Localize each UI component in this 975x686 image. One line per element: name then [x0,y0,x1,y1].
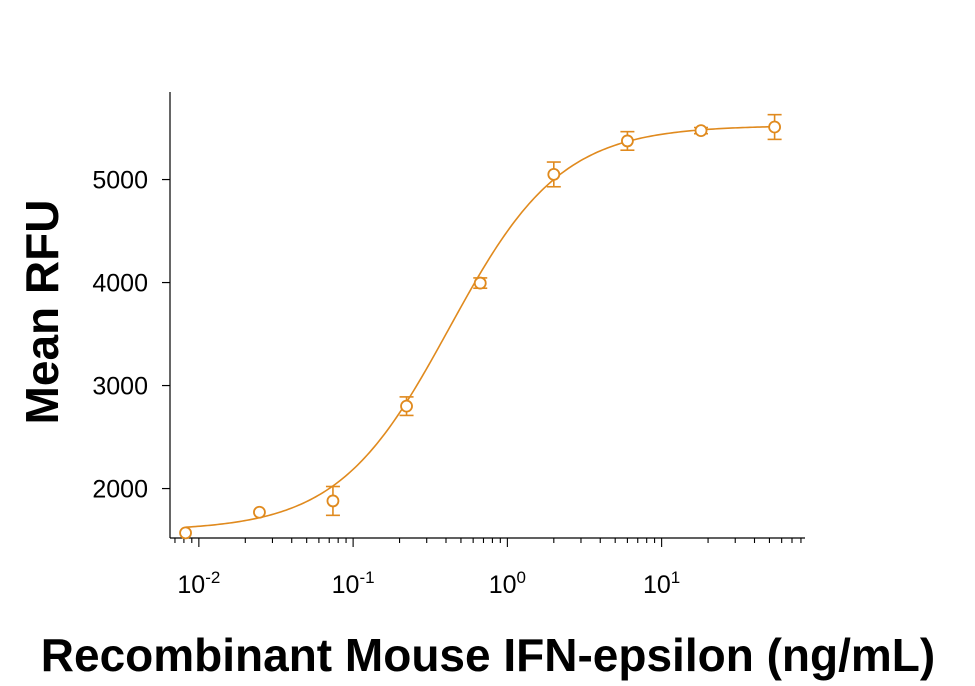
x-tick-label: 101 [643,568,680,599]
x-tick-base: 10 [489,571,517,599]
x-tick-exponent: 1 [671,568,680,587]
x-axis: 10-2 10-1 100 101 [170,537,805,599]
y-axis-title: Mean RFU [16,200,68,425]
y-tick-label: 5000 [92,167,148,195]
data-point [253,505,266,519]
x-axis-title: Recombinant Mouse IFN-epsilon (ng/mL) [41,629,935,681]
plot-area [179,113,782,540]
data-point [547,168,561,181]
x-tick-exponent: -1 [359,568,374,587]
x-tick-base: 10 [643,571,671,599]
x-tick-label: 10-1 [332,568,375,599]
data-point [326,494,340,508]
data-point [694,124,708,138]
x-tick-base: 10 [177,571,205,599]
data-point [400,399,413,413]
y-tick-label: 2000 [92,476,148,504]
data-point [179,526,192,540]
x-tick-exponent: 0 [517,568,526,587]
x-tick-label: 10-2 [177,568,220,599]
y-tick-label: 4000 [92,270,148,298]
y-axis: 2000 3000 4000 5000 [92,92,171,538]
data-point [621,134,634,148]
data-point [768,120,782,134]
x-tick-exponent: -2 [205,568,220,587]
data-point [473,276,487,290]
y-tick-label: 3000 [92,373,148,401]
x-tick-base: 10 [332,571,360,599]
x-tick-label: 100 [489,568,526,599]
fit-curve [185,125,775,529]
